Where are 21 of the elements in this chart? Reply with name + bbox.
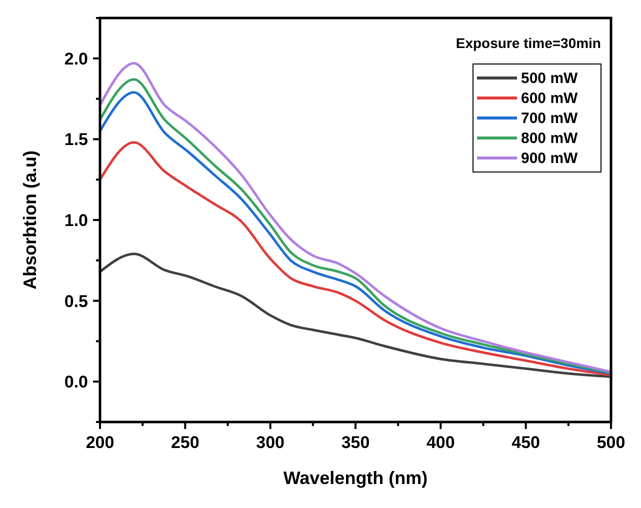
legend-label: 600 mW [521, 90, 579, 107]
x-tick-label: 250 [170, 433, 200, 452]
x-tick-label: 450 [512, 433, 540, 452]
y-tick-label: 0.5 [64, 292, 88, 311]
legend-label: 800 mW [521, 130, 579, 147]
x-axis-title: Wavelength (nm) [283, 468, 428, 488]
legend-label: 700 mW [521, 110, 579, 127]
legend-title: Exposure time=30min [456, 35, 601, 51]
x-tick-label: 200 [86, 433, 114, 452]
line-series [98, 252, 612, 378]
x-tick-label: 350 [341, 433, 370, 452]
y-tick-label: 2.0 [64, 49, 88, 68]
legend-label: 900 mW [521, 150, 579, 167]
y-tick-label: 0.0 [64, 372, 88, 392]
x-tick-label: 400 [426, 433, 455, 452]
x-tick-label: 300 [256, 433, 285, 452]
y-tick-label: 1.5 [64, 130, 88, 150]
x-tick-label: 500 [596, 433, 626, 452]
y-tick-label: 1.0 [64, 210, 88, 230]
y-axis-title: Absorbtion (a.u) [20, 150, 40, 290]
legend-label: 500 mW [521, 70, 579, 87]
